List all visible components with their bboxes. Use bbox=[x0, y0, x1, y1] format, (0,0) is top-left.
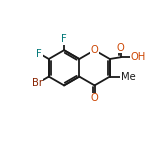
Text: O: O bbox=[91, 93, 98, 103]
Text: Me: Me bbox=[121, 72, 135, 82]
Text: O: O bbox=[117, 43, 125, 53]
Text: OH: OH bbox=[130, 52, 146, 62]
Text: F: F bbox=[61, 34, 67, 44]
Text: F: F bbox=[36, 48, 42, 59]
Text: O: O bbox=[91, 45, 98, 55]
Text: Br: Br bbox=[32, 78, 43, 88]
